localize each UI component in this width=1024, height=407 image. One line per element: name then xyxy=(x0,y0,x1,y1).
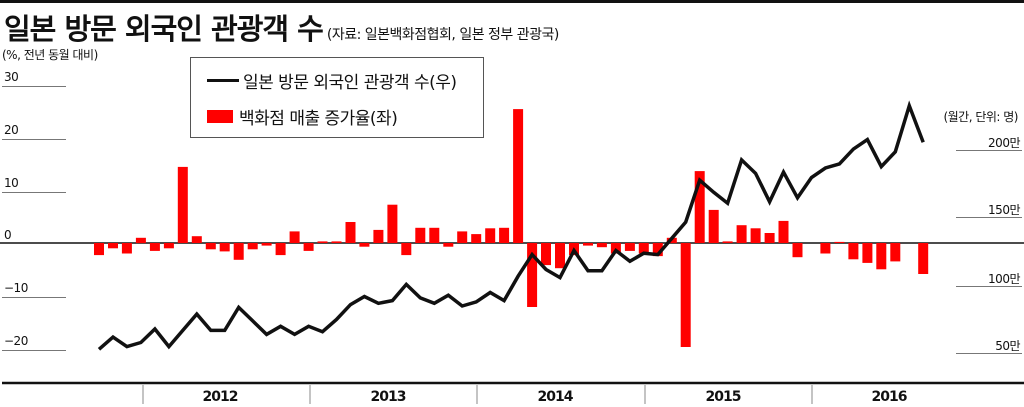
bar xyxy=(247,243,258,250)
bar xyxy=(373,229,384,243)
right-tick-100: 100만 xyxy=(988,272,1020,286)
bar xyxy=(736,225,747,243)
left-axis-unit: (%, 전년 동월 대비) xyxy=(2,48,98,62)
bar xyxy=(471,234,482,243)
top-border xyxy=(0,0,1024,3)
bar xyxy=(135,237,146,244)
bar xyxy=(862,243,873,263)
bar xyxy=(108,243,118,249)
bar xyxy=(541,243,551,266)
bar xyxy=(708,209,719,243)
bar xyxy=(94,243,104,256)
bar xyxy=(387,204,398,243)
year-label-2014: 2014 xyxy=(537,389,574,405)
legend-item-visitors: 일본 방문 외국인 관광객 수(우) xyxy=(207,68,457,93)
bar xyxy=(764,233,775,243)
bar xyxy=(359,243,370,247)
legend: 일본 방문 외국인 관광객 수(우) 백화점 매출 증가율(좌) xyxy=(190,57,484,138)
bar xyxy=(289,231,300,243)
bar xyxy=(820,243,831,254)
year-label-2015: 2015 xyxy=(705,389,742,405)
bar xyxy=(890,243,901,262)
bar xyxy=(303,243,314,251)
left-tick-line xyxy=(2,192,66,193)
bar xyxy=(149,243,160,251)
chart-title: 일본 방문 외국인 관광객 수 (자료: 일본백화점협회, 일본 정부 관광국) xyxy=(4,6,559,48)
bar xyxy=(499,227,510,243)
line-swatch-icon xyxy=(207,79,239,82)
bar-series xyxy=(94,109,929,347)
bar xyxy=(610,243,621,254)
left-tick-20: 20 xyxy=(4,123,19,137)
right-tick-50: 50만 xyxy=(995,339,1020,353)
bar xyxy=(401,243,412,256)
bar xyxy=(918,243,929,274)
right-tick-line xyxy=(956,353,1022,354)
right-tick-line xyxy=(956,286,1022,287)
bar xyxy=(624,243,635,251)
bar xyxy=(191,236,202,243)
bar xyxy=(750,228,761,243)
right-tick-200: 200만 xyxy=(988,136,1020,150)
bar xyxy=(219,243,230,252)
bar xyxy=(848,243,859,260)
year-dividers xyxy=(142,385,813,404)
left-tick-line xyxy=(2,350,66,351)
bar xyxy=(205,243,216,250)
right-tick-line xyxy=(956,217,1022,218)
bar xyxy=(457,231,468,243)
left-tick-line xyxy=(2,297,66,298)
left-tick-10: 10 xyxy=(4,176,19,190)
legend-item-sales: 백화점 매출 증가율(좌) xyxy=(207,104,398,129)
bar xyxy=(513,109,524,243)
bar xyxy=(415,227,426,243)
bar xyxy=(443,243,454,247)
bar xyxy=(233,243,244,260)
bar xyxy=(163,243,174,249)
left-tick-line xyxy=(2,139,66,140)
bar xyxy=(638,243,649,254)
bar xyxy=(652,243,663,257)
bar xyxy=(121,243,132,254)
title-text: 일본 방문 외국인 관광객 수 xyxy=(4,12,324,46)
bar xyxy=(583,243,593,246)
bar xyxy=(792,243,803,258)
bar xyxy=(596,243,607,248)
bar xyxy=(555,243,565,269)
left-tick-minus20: −20 xyxy=(4,334,28,348)
left-tick-minus10: −10 xyxy=(4,281,28,295)
bar-swatch-icon xyxy=(207,110,233,123)
bar xyxy=(345,222,356,243)
legend-bar-label: 백화점 매출 증가율(좌) xyxy=(239,109,398,129)
year-label-2016: 2016 xyxy=(871,389,908,405)
bar xyxy=(778,220,789,243)
right-tick-line xyxy=(956,150,1022,151)
bar xyxy=(834,241,845,243)
bar xyxy=(876,243,887,270)
legend-line-label: 일본 방문 외국인 관광객 수(우) xyxy=(243,73,457,93)
source-note: (자료: 일본백화점협회, 일본 정부 관광국) xyxy=(326,27,559,43)
left-tick-line xyxy=(2,86,66,87)
line-series xyxy=(97,100,925,351)
bar xyxy=(429,227,440,243)
bar xyxy=(485,228,496,243)
bar xyxy=(694,171,705,243)
year-label-2013: 2013 xyxy=(370,389,407,405)
year-label-2012: 2012 xyxy=(202,389,239,405)
bar xyxy=(261,243,272,246)
bar xyxy=(317,241,328,243)
left-tick-30: 30 xyxy=(4,70,19,84)
bar xyxy=(275,243,286,256)
right-tick-150: 150만 xyxy=(988,203,1020,217)
bar xyxy=(722,241,733,243)
bar xyxy=(177,166,188,243)
right-axis-unit: (월간, 단위: 명) xyxy=(943,110,1018,124)
bar xyxy=(331,241,342,243)
bar xyxy=(527,243,538,307)
bar xyxy=(680,243,691,347)
left-tick-0: 0 xyxy=(4,228,12,242)
